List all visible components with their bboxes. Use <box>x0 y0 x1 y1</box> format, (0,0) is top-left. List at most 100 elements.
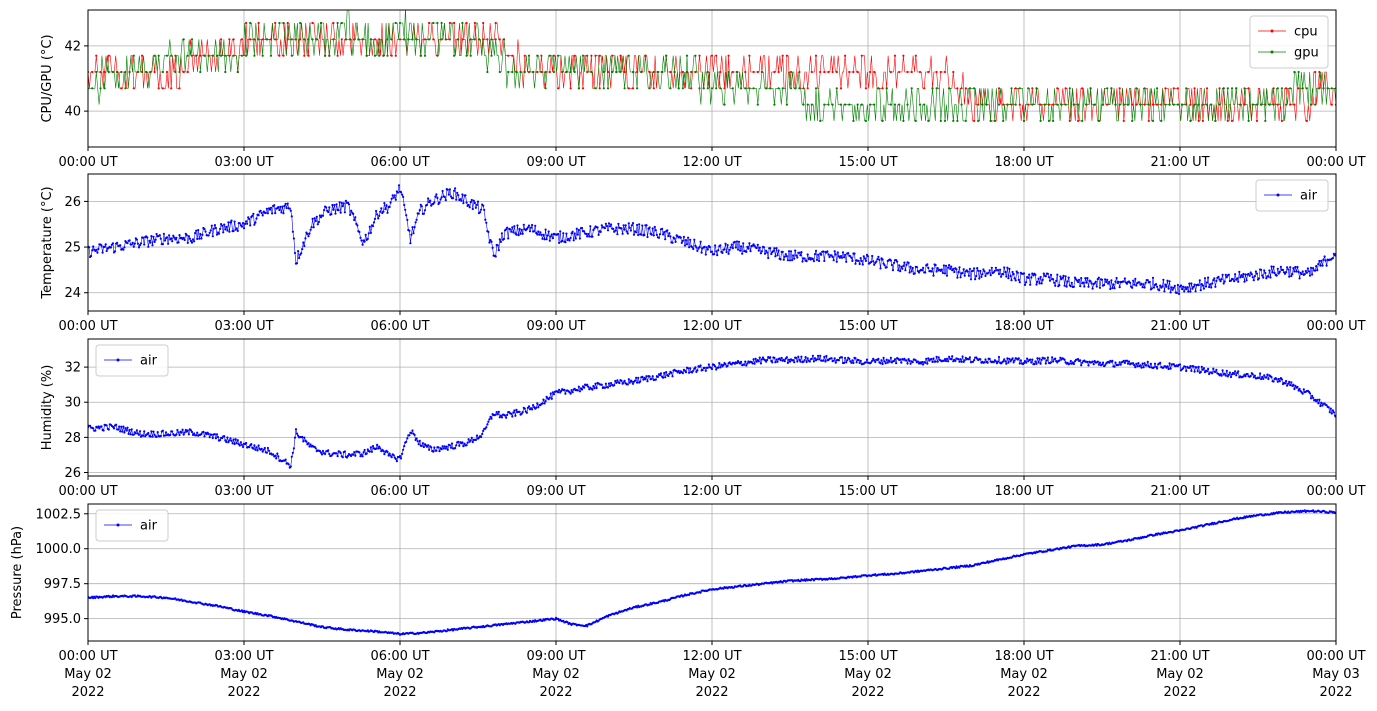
data-point <box>448 188 451 191</box>
data-point <box>538 233 541 236</box>
legend: air <box>95 509 169 542</box>
data-point <box>359 236 362 239</box>
data-point <box>1029 358 1032 361</box>
data-point <box>403 203 406 207</box>
data-point <box>415 437 418 440</box>
data-point <box>220 223 223 226</box>
x-tick-year: 2022 <box>1163 685 1196 700</box>
data-point <box>549 235 552 238</box>
data-point <box>360 239 363 242</box>
data-point <box>596 226 599 229</box>
data-point <box>545 238 548 241</box>
data-point <box>190 38 194 41</box>
data-point <box>1188 282 1191 285</box>
data-point <box>416 440 419 443</box>
data-point <box>625 230 628 233</box>
data-point <box>290 54 293 57</box>
data-point <box>775 358 778 361</box>
data-point <box>486 38 489 41</box>
data-point <box>498 238 501 241</box>
data-point <box>544 228 547 231</box>
data-point <box>682 235 686 238</box>
data-point <box>384 208 387 211</box>
data-point <box>588 235 591 238</box>
data-point <box>441 189 444 193</box>
data-point <box>968 87 972 90</box>
data-point <box>523 54 526 57</box>
x-tick-label: 15:00 UT <box>838 484 897 499</box>
data-point <box>848 103 851 106</box>
data-point <box>758 246 761 249</box>
data-point <box>704 369 707 372</box>
data-point <box>785 356 789 359</box>
data-point <box>1220 374 1223 377</box>
data-point <box>549 392 552 395</box>
data-point <box>107 54 110 57</box>
data-point <box>150 430 153 433</box>
data-point <box>219 227 222 230</box>
data-point <box>1112 283 1115 286</box>
data-point <box>1276 380 1279 383</box>
data-point <box>1278 380 1281 383</box>
data-point <box>436 196 439 199</box>
data-point <box>1243 280 1246 283</box>
data-point <box>569 392 572 395</box>
data-point <box>229 437 232 440</box>
data-point <box>573 70 576 74</box>
data-point <box>852 361 855 365</box>
data-point <box>902 54 905 57</box>
data-point <box>757 249 760 252</box>
data-point <box>1164 103 1167 106</box>
y-axis-label: Humidity (%) <box>40 365 55 451</box>
data-point <box>1205 103 1209 106</box>
data-point <box>238 222 241 225</box>
data-point <box>1005 362 1008 365</box>
data-point <box>681 87 685 90</box>
data-point <box>715 54 718 57</box>
data-point <box>961 355 964 358</box>
data-point <box>735 70 739 74</box>
data-point <box>195 434 198 437</box>
data-point <box>997 355 1001 359</box>
data-point <box>563 388 566 391</box>
data-point <box>518 227 521 230</box>
data-point <box>935 355 938 358</box>
data-point <box>960 360 963 363</box>
data-point <box>818 259 821 263</box>
data-point <box>1253 275 1256 278</box>
data-point <box>283 204 286 207</box>
data-point <box>402 448 405 451</box>
data-point <box>907 261 910 264</box>
data-point <box>614 229 617 232</box>
data-point <box>955 268 958 271</box>
data-point <box>1034 273 1037 276</box>
data-point <box>1230 119 1234 122</box>
data-point <box>1072 285 1075 288</box>
data-point <box>386 54 389 57</box>
data-point <box>121 430 124 433</box>
data-point <box>645 375 648 378</box>
data-point <box>221 224 224 227</box>
data-point <box>1106 278 1109 281</box>
data-point <box>562 619 565 622</box>
data-point <box>1122 119 1125 122</box>
data-point <box>993 269 997 272</box>
data-point <box>864 119 868 122</box>
data-point <box>1261 375 1264 379</box>
data-point <box>798 358 801 361</box>
data-point <box>405 440 408 443</box>
data-point <box>915 266 919 269</box>
data-point <box>537 406 540 409</box>
data-point <box>958 360 961 363</box>
data-point <box>465 444 468 447</box>
data-point <box>752 70 755 74</box>
data-point <box>1006 103 1009 106</box>
data-point <box>1117 280 1120 283</box>
data-point <box>602 87 605 90</box>
data-point <box>962 268 965 271</box>
data-point <box>759 252 763 255</box>
data-point <box>994 360 998 363</box>
data-point <box>628 381 631 384</box>
data-point <box>694 54 697 57</box>
